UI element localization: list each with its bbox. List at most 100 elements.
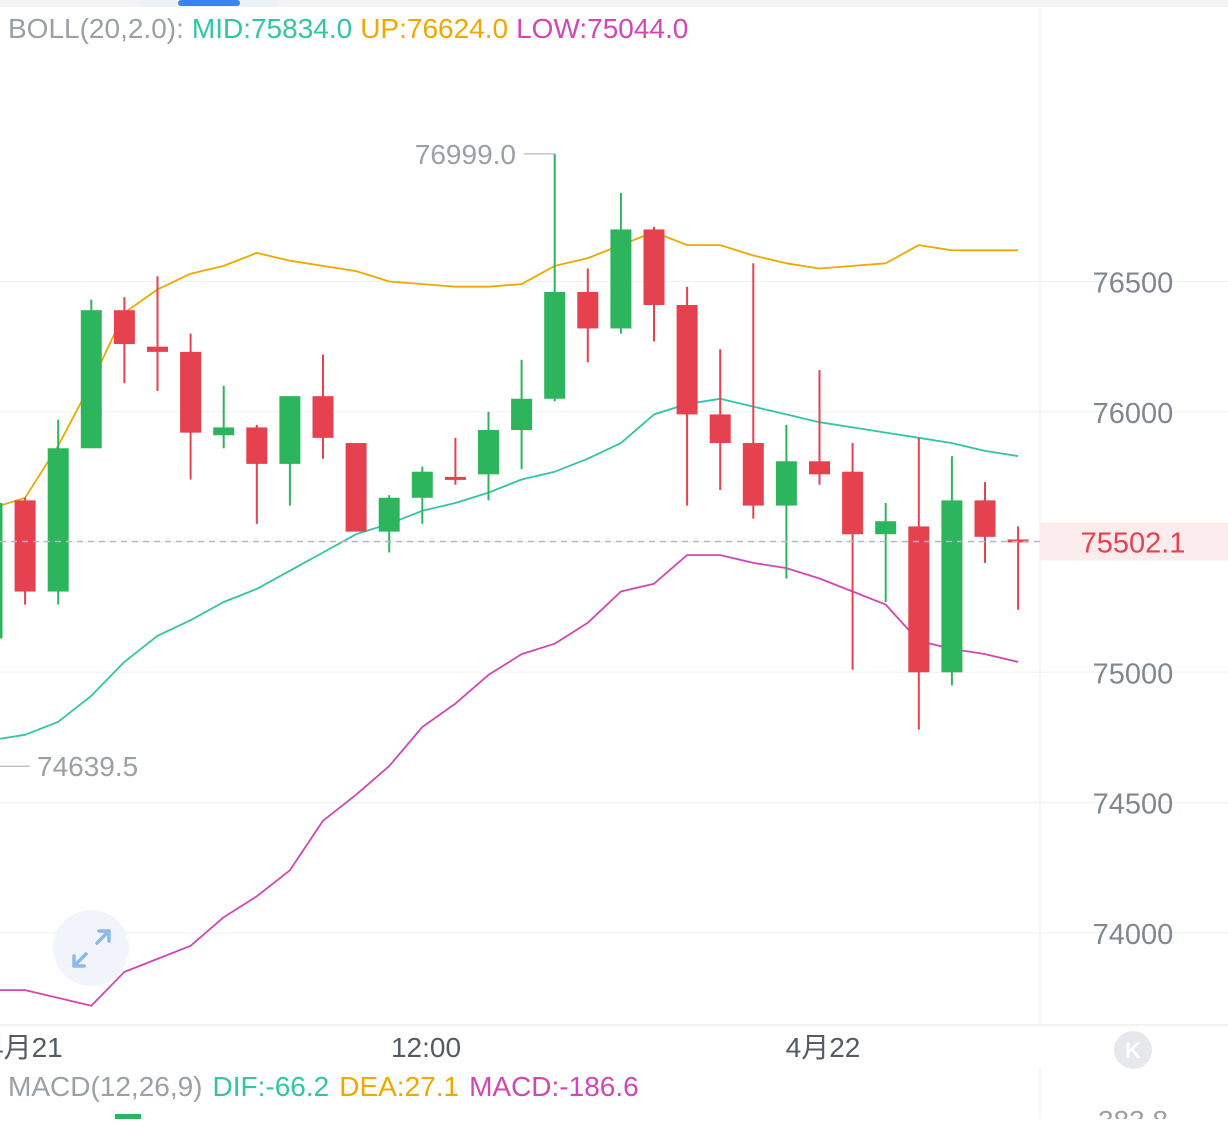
candle-body [279, 396, 301, 464]
candle-up [775, 424, 797, 579]
macd-axis-label: 383.8 [1098, 1105, 1168, 1119]
macd-dea: DEA:27.1 [339, 1071, 459, 1102]
candle-up [47, 419, 69, 605]
candle-body [974, 500, 996, 537]
candle-down [246, 424, 268, 524]
boll-low: LOW:75044.0 [516, 13, 688, 44]
candle-body [742, 443, 764, 506]
candle-up [378, 495, 400, 553]
candle-down [742, 263, 764, 519]
ytick-label: 75000 [1093, 658, 1174, 690]
candle-body [0, 502, 3, 639]
kline-k-icon [1114, 1031, 1152, 1069]
boll-upper-line [0, 231, 1019, 507]
boll-mid: MID:75834.0 [192, 13, 352, 44]
candle-body [345, 443, 367, 532]
candle-body [213, 427, 235, 436]
macd-name: MACD(12,26,9) [8, 1071, 203, 1102]
boll-legend: BOLL(20,2.0): MID:75834.0 UP:76624.0 LOW:75… [8, 13, 688, 44]
xtick-label: 12:00 [391, 1032, 461, 1063]
candle-body [842, 471, 864, 535]
macd-histogram-bar [115, 1114, 141, 1119]
current-price-label: 75502.1 [1081, 528, 1186, 560]
candle-body [147, 346, 168, 352]
boll-name: BOLL(20,2.0): [8, 13, 184, 44]
candle-body [775, 461, 797, 506]
candle-body [80, 310, 102, 449]
candle-body [511, 398, 533, 431]
candle-down [577, 268, 599, 363]
candle-body [908, 526, 930, 673]
ytick-label: 74500 [1093, 789, 1174, 821]
candle-up [213, 385, 235, 449]
candle-down [676, 286, 698, 506]
candle-down [709, 349, 731, 490]
candle-up [80, 299, 102, 449]
candle-up [610, 192, 632, 334]
expand-button[interactable] [53, 910, 129, 986]
macd-value: MACD:-186.6 [469, 1071, 639, 1102]
candle-body [643, 229, 665, 305]
candle-body [875, 521, 897, 535]
boll-mid-line [0, 397, 1019, 740]
ytick-label: 76500 [1093, 268, 1174, 300]
candle-down [809, 370, 830, 485]
candle-body [411, 471, 433, 498]
candle-body [444, 476, 466, 480]
candle-body [312, 396, 334, 438]
candle-up [0, 502, 3, 639]
candle-down [180, 333, 202, 480]
candle-down [908, 437, 930, 730]
candle-down [643, 226, 665, 342]
active-tab-indicator [178, 0, 240, 6]
candle-down [312, 354, 334, 459]
candle-up [279, 396, 301, 506]
candle-body [47, 448, 69, 592]
candle-up [511, 359, 533, 470]
candle-body [478, 430, 499, 475]
current-price-badge [1040, 522, 1228, 561]
ytick-label: 74000 [1093, 919, 1174, 951]
candle-body [246, 427, 268, 464]
top-strip [0, 0, 1228, 7]
xtick-label: 4月21 [0, 1032, 63, 1063]
candle-body [544, 291, 566, 399]
candle-body [676, 304, 698, 415]
candle-down [147, 276, 168, 391]
candle-body [809, 461, 830, 475]
candle-down [345, 443, 367, 532]
macd-legend: MACD(12,26,9) DIF:-66.2 DEA:27.1 MACD:-186.… [8, 1071, 639, 1102]
candle-down [842, 443, 864, 670]
candle-up [941, 456, 963, 686]
expand-button-bg [53, 910, 129, 986]
candle-body [577, 291, 599, 329]
candle-down [1007, 526, 1029, 610]
expand-arrows-icon [72, 929, 111, 968]
candle-body [1007, 539, 1029, 543]
kline-button[interactable]: K [1114, 1031, 1152, 1069]
candle-body [14, 500, 36, 592]
boll-bands [0, 231, 1019, 1007]
boll-up: UP:76624.0 [360, 13, 508, 44]
candle-up [411, 466, 433, 524]
candle-down [14, 497, 36, 605]
candle-up [544, 153, 566, 402]
boll-lower-line [0, 554, 1019, 1007]
candle-up [875, 502, 897, 602]
candle-body [378, 497, 400, 532]
ytick-label: 76000 [1093, 398, 1174, 430]
candle-body [113, 310, 135, 345]
high-price-label: 76999.0 [415, 139, 516, 170]
low-price-label: 74639.5 [37, 751, 138, 782]
candle-body [610, 229, 632, 329]
candle-up [478, 411, 499, 501]
candle-down [444, 437, 466, 485]
macd-dif: DIF:-66.2 [213, 1071, 330, 1102]
candle-body [709, 414, 731, 444]
price-axis: 74000 74500 75000 76000 76500 [1093, 268, 1174, 951]
candle-body [180, 351, 202, 433]
candle-body [941, 500, 963, 673]
candle-down [113, 297, 135, 384]
candle-down [974, 482, 996, 563]
